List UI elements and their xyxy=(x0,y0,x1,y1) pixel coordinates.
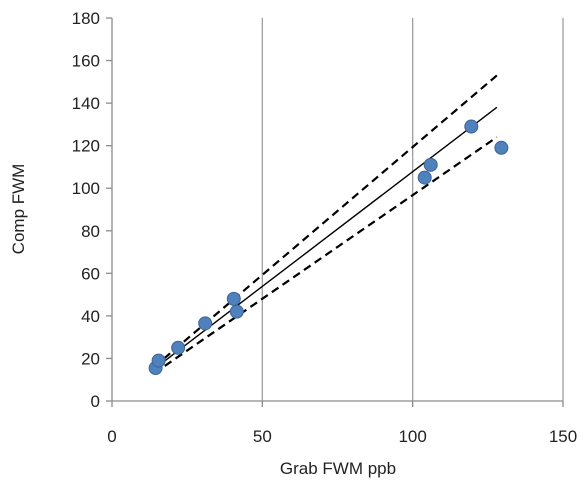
data-point xyxy=(171,340,186,355)
x-tick-label: 0 xyxy=(107,427,116,446)
data-point xyxy=(494,140,509,155)
x-axis-title: Grab FWM ppb xyxy=(280,459,396,478)
data-point xyxy=(464,119,479,134)
y-tick-label: 20 xyxy=(81,349,100,368)
y-tick-label: 40 xyxy=(81,307,100,326)
y-tick-label: 60 xyxy=(81,264,100,283)
y-tick-label: 0 xyxy=(91,392,100,411)
y-tick-label: 140 xyxy=(72,94,100,113)
x-axis-ticks: 0 50 100 150 xyxy=(107,401,577,446)
y-tick-label: 160 xyxy=(72,52,100,71)
y-tick-label: 80 xyxy=(81,222,100,241)
y-tick-label: 100 xyxy=(72,179,100,198)
y-axis-ticks: 0 20 40 60 80 100 120 140 160 180 xyxy=(72,9,112,411)
confidence-band-line xyxy=(153,136,498,375)
data-point xyxy=(229,304,244,319)
x-tick-label: 50 xyxy=(253,427,272,446)
data-point xyxy=(226,291,241,306)
x-tick-label: 100 xyxy=(398,427,426,446)
data-point xyxy=(417,170,432,185)
data-point xyxy=(423,157,438,172)
plot-area xyxy=(111,18,564,402)
data-point xyxy=(198,316,213,331)
data-point xyxy=(151,353,166,368)
y-tick-label: 120 xyxy=(72,137,100,156)
y-axis-title: Comp FWM xyxy=(9,164,28,255)
y-tick-label: 180 xyxy=(72,9,100,28)
confidence-band-line xyxy=(153,74,498,368)
x-tick-label: 150 xyxy=(549,427,577,446)
